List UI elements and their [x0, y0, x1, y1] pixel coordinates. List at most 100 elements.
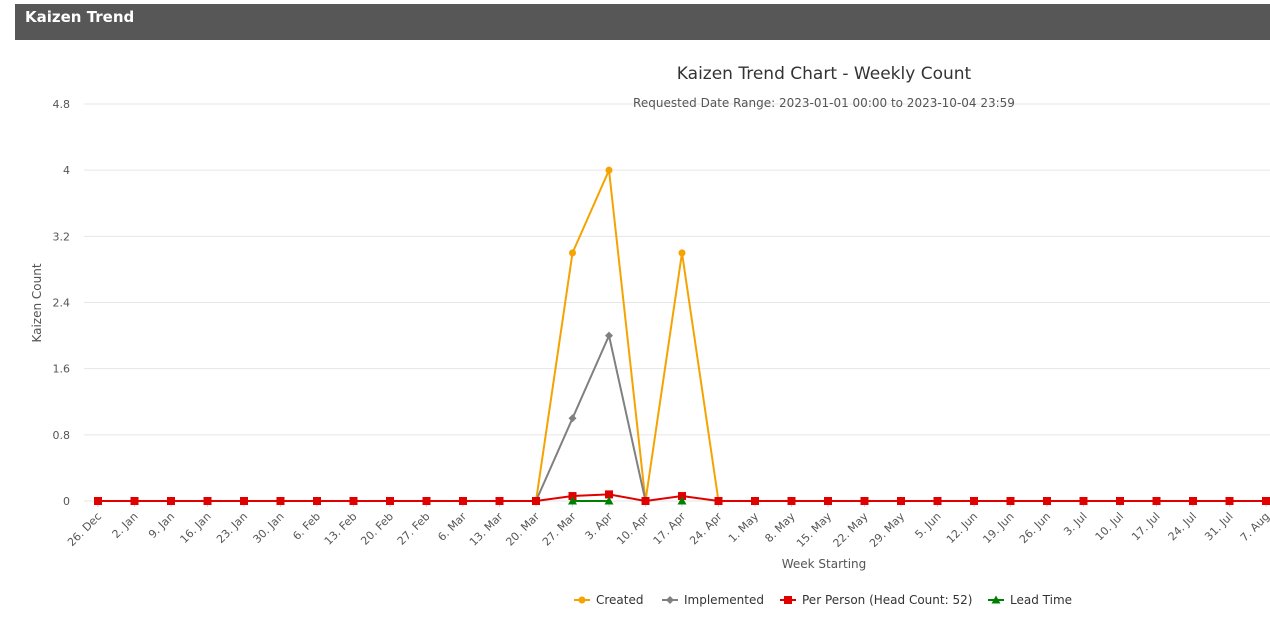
x-tick-label: 7. Aug: [1238, 510, 1270, 544]
x-tick-label: 12. Jun: [944, 510, 980, 546]
data-point: [422, 497, 431, 505]
data-point: [532, 497, 540, 505]
legend-item: Lead Time: [988, 593, 1072, 607]
data-point: [130, 497, 139, 505]
data-point: [678, 492, 686, 501]
data-point: [569, 249, 576, 257]
data-point: [897, 497, 905, 505]
data-point: [203, 497, 212, 505]
y-tick-label: 3.2: [53, 230, 71, 243]
data-point: [313, 497, 321, 505]
data-point: [1116, 497, 1124, 505]
data-point: [824, 497, 832, 505]
y-tick-label: 0.8: [53, 429, 71, 442]
x-tick-label: 16. Jan: [178, 510, 214, 546]
x-tick-label: 26. Dec: [65, 510, 104, 549]
x-tick-label: 24. Jul: [1166, 510, 1199, 543]
x-tick-label: 23. Jan: [214, 510, 250, 546]
x-tick-label: 3. Apr: [583, 510, 616, 543]
grid-lines: [84, 103, 1270, 502]
y-axis-title: Kaizen Count: [30, 263, 44, 342]
x-tick-label: 10. Apr: [614, 510, 652, 548]
data-point: [459, 497, 467, 505]
x-tick-label: 15. May: [794, 510, 834, 550]
x-tick-label: 6. Feb: [290, 510, 323, 543]
data-point: [1006, 497, 1015, 505]
x-tick-label: 31. Jul: [1202, 510, 1235, 543]
series: [94, 166, 1270, 505]
data-point: [860, 497, 869, 505]
legend-symbol: [666, 596, 674, 604]
panel-header: Kaizen Trend: [15, 4, 1270, 40]
data-point: [714, 497, 723, 505]
data-point: [1043, 497, 1051, 505]
x-tick-label: 10. Jul: [1093, 510, 1126, 543]
x-tick-label: 8. May: [762, 510, 798, 546]
legend-label: Lead Time: [1010, 593, 1072, 607]
data-point: [1262, 497, 1270, 505]
series-implemented: [532, 331, 650, 505]
x-tick-label: 9. Jan: [146, 510, 177, 541]
x-tick-label: 17. Apr: [651, 510, 689, 548]
data-point: [605, 490, 613, 499]
x-tick-label: 24. Apr: [687, 510, 725, 548]
series-lead: [568, 496, 687, 505]
data-point: [495, 497, 504, 505]
series-created: [532, 166, 722, 505]
x-tick-label: 27. Feb: [395, 510, 433, 548]
data-point: [787, 497, 796, 505]
y-tick-label: 2.4: [53, 297, 71, 310]
series-line: [535, 332, 647, 502]
data-point: [167, 497, 175, 505]
data-point: [276, 497, 285, 505]
data-point: [605, 166, 613, 174]
y-tick-label: 0: [63, 495, 70, 508]
data-point: [240, 497, 248, 505]
data-point: [1189, 497, 1197, 505]
data-point: [970, 497, 978, 505]
data-point: [1225, 497, 1234, 505]
y-tick-label: 1.6: [53, 363, 71, 376]
legend-symbol: [991, 595, 1001, 604]
x-tick-label: 20. Feb: [358, 510, 396, 548]
data-point: [386, 497, 394, 505]
x-tick-label: 22. May: [831, 510, 871, 550]
legend-label: Created: [596, 593, 644, 607]
axes: 0 0.8 1.6 2.4 3.2 4 4.8 26. Dec 2. Jan 9. Jan 16. …: [53, 98, 1270, 550]
legend-item: Created: [574, 593, 644, 607]
legend-item: Per Person (Head Count: 52): [780, 593, 972, 607]
legend-label: Implemented: [684, 593, 764, 607]
x-tick-label: 27. Mar: [540, 510, 579, 549]
data-point: [604, 496, 614, 505]
x-tick-label: 6. Mar: [435, 510, 469, 544]
data-point: [605, 331, 613, 340]
x-tick-label: 20. Mar: [503, 510, 542, 549]
data-point: [933, 497, 942, 505]
x-tick-label: 30. Jan: [251, 510, 287, 546]
chart-subtitle: Requested Date Range: 2023-01-01 00:00 t…: [633, 96, 1015, 110]
x-tick-label: 19. Jun: [980, 510, 1016, 546]
x-tick-label: 5. Jun: [912, 510, 943, 541]
data-point: [641, 497, 650, 505]
series-per: [94, 490, 1270, 505]
data-point: [1079, 497, 1088, 505]
y-tick-label: 4: [63, 164, 70, 177]
legend-symbol: [784, 596, 792, 604]
x-tick-label: 2. Jan: [110, 510, 141, 541]
data-point: [349, 497, 358, 505]
legend-label: Per Person (Head Count: 52): [802, 593, 972, 607]
legend: Created Implemented Per Person (Head Count…: [574, 593, 1072, 607]
data-point: [678, 249, 686, 257]
x-axis-title: Week Starting: [782, 557, 867, 571]
legend-symbol: [578, 596, 586, 604]
x-tick-label: 1. May: [726, 510, 762, 546]
data-point: [94, 497, 102, 505]
x-tick-label: 3. Jul: [1061, 510, 1089, 538]
x-tick-label: 13. Mar: [467, 510, 506, 549]
data-point: [568, 496, 577, 505]
chart-title: Kaizen Trend Chart - Weekly Count: [677, 64, 972, 84]
legend-item: Implemented: [662, 593, 764, 607]
x-tick-label: 29. May: [867, 510, 907, 550]
y-tick-label: 4.8: [53, 98, 71, 111]
